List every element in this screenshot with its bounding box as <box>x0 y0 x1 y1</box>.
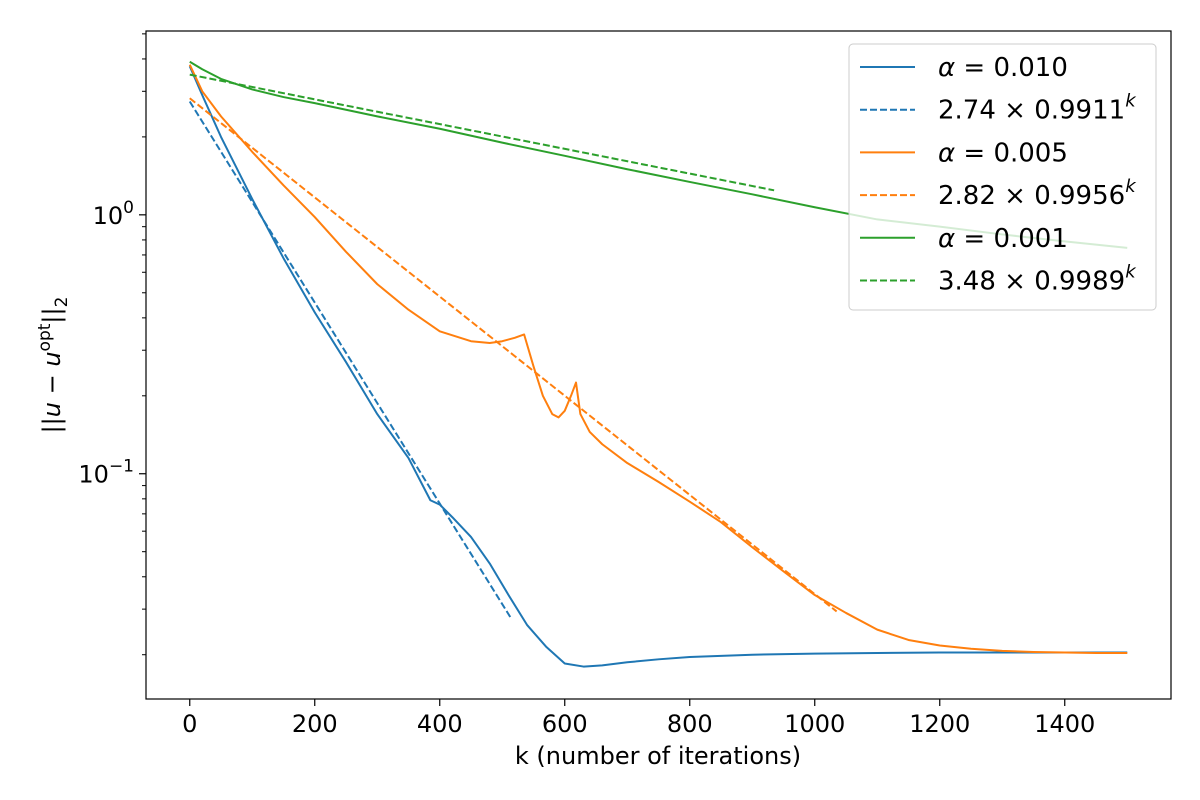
legend-label: 2.74 × 0.9911k <box>938 91 1137 126</box>
legend-entry-4: 2.82 × 0.9956k <box>860 176 1137 211</box>
y-axis: 100 10−1 <box>78 33 146 656</box>
legend-entry-3: α = 0.005 <box>860 138 1068 168</box>
series-line-4 <box>189 97 838 613</box>
legend-label: α = 0.010 <box>938 53 1068 83</box>
x-axis-label: k (number of iterations) <box>515 742 801 770</box>
legend-entry-2: 2.74 × 0.9911k <box>860 91 1137 126</box>
legend-box <box>848 43 1157 311</box>
x-tick-label: 1000 <box>784 710 845 738</box>
y-axis-label: ||u − uopt||2 <box>35 297 72 434</box>
legend-label: α = 0.001 <box>938 224 1068 254</box>
series-line-6 <box>189 73 775 192</box>
series-line-3 <box>188 64 1128 655</box>
y-tick-label: 10−1 <box>78 457 134 489</box>
plot-frame <box>145 30 1172 700</box>
x-tick-label: 400 <box>417 710 463 738</box>
x-tick-label: 200 <box>292 710 338 738</box>
series-line-2 <box>188 100 513 620</box>
x-axis: 0 200 400 600 800 1000 1200 1400 <box>182 699 1095 738</box>
x-tick-label: 1400 <box>1034 710 1095 738</box>
y-tick-label: 100 <box>93 198 134 230</box>
x-tick-label: 0 <box>182 710 197 738</box>
legend-label: α = 0.005 <box>938 138 1068 168</box>
series-line-1 <box>188 65 1128 668</box>
x-tick-label: 600 <box>542 710 588 738</box>
series-layer <box>188 60 1128 668</box>
legend: α = 0.010 2.74 × 0.9911k α = 0.005 2.82 × 0… <box>848 43 1157 311</box>
legend-label: 3.48 × 0.9989k <box>938 262 1137 297</box>
x-tick-label: 1200 <box>909 710 970 738</box>
legend-entry-6: 3.48 × 0.9989k <box>860 262 1137 297</box>
legend-entry-1: α = 0.010 <box>860 53 1068 83</box>
legend-label: 2.82 × 0.9956k <box>938 176 1137 211</box>
legend-entry-5: α = 0.001 <box>860 224 1068 254</box>
x-tick-label: 800 <box>667 710 713 738</box>
